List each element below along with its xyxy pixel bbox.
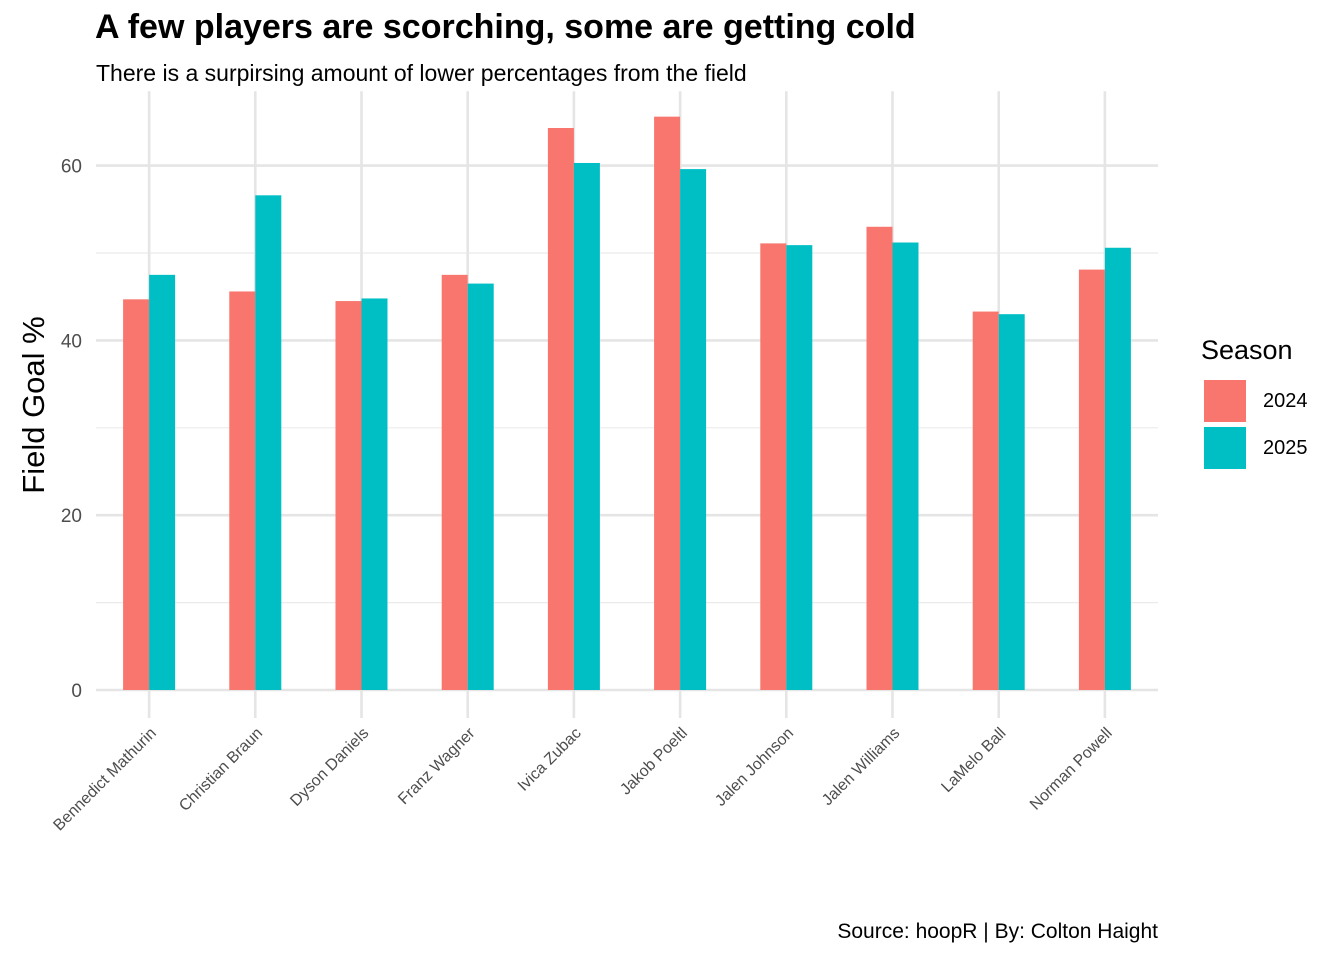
x-tick-label: Jalen Johnson (712, 725, 797, 810)
bar-2025-dyson-daniels (361, 298, 388, 690)
x-tick-label: Jalen Williams (819, 725, 903, 809)
legend-label-2024: 2024 (1263, 389, 1308, 412)
bars (123, 116, 1131, 691)
x-tick-label: Franz Wagner (395, 724, 479, 808)
bar-2024-jalen-johnson (760, 243, 787, 691)
y-tick-label: 40 (61, 331, 82, 352)
x-tick-label: Christian Braun (176, 725, 266, 815)
bar-2025-jalen-johnson (786, 245, 813, 690)
legend-key-2024 (1204, 380, 1246, 422)
y-tick-label: 20 (61, 506, 82, 527)
x-tick-label: Ivica Zubac (515, 725, 585, 795)
legend-title: Season (1201, 335, 1293, 365)
bar-2024-jakob-poeltl (654, 116, 681, 690)
y-axis-ticks: 0 20 40 60 (61, 157, 82, 702)
chart-subtitle: There is a surpirsing amount of lower pe… (96, 60, 747, 86)
x-tick-label: Jakob Poeltl (617, 725, 691, 799)
chart-caption: Source: hoopR | By: Colton Haight (837, 920, 1158, 943)
bar-2024-franz-wagner (441, 274, 468, 690)
legend-key-2025 (1204, 427, 1246, 469)
bar-2025-franz-wagner (467, 283, 494, 690)
y-tick-label: 60 (61, 157, 82, 178)
bar-2024-dyson-daniels (335, 301, 362, 690)
bar-2024-jalen-williams (866, 226, 893, 690)
legend-label-2025: 2025 (1263, 436, 1308, 459)
legend-item-2025: 2025 (1204, 427, 1308, 469)
bar-2025-jakob-poeltl (680, 169, 707, 690)
chart-title: A few players are scorching, some are ge… (95, 8, 916, 46)
bar-2025-christian-braun (255, 195, 282, 691)
x-axis-ticks: Bennedict Mathurin Christian Braun Dyson D… (50, 724, 1115, 834)
x-tick-label: Dyson Daniels (287, 725, 372, 810)
bar-2025-bennedict-mathurin (149, 274, 176, 690)
legend-item-2024: 2024 (1204, 380, 1308, 422)
bar-2025-lamelo-ball (998, 314, 1025, 690)
bar-2024-ivica-zubac (547, 128, 574, 690)
bar-2025-norman-powell (1104, 247, 1131, 691)
x-tick-label: Bennedict Mathurin (50, 725, 160, 835)
x-tick-label: LaMelo Ball (938, 725, 1009, 796)
bar-2025-jalen-williams (892, 242, 919, 690)
y-tick-label: 0 (71, 681, 82, 702)
bar-2024-lamelo-ball (972, 311, 999, 690)
x-tick-label: Norman Powell (1027, 725, 1116, 814)
y-axis-label: Field Goal % (16, 316, 51, 493)
bar-2024-christian-braun (229, 291, 256, 690)
bar-2024-norman-powell (1078, 269, 1105, 690)
bar-2025-ivica-zubac (573, 162, 600, 690)
bar-2024-bennedict-mathurin (123, 299, 150, 690)
